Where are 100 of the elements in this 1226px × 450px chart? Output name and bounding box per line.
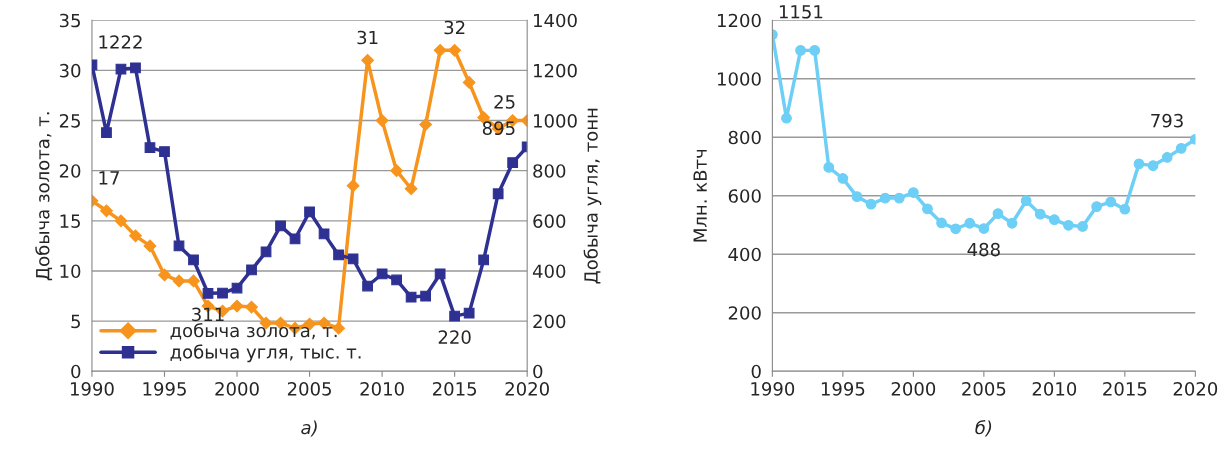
point [492,188,504,200]
point [851,191,863,203]
point [1006,217,1018,229]
y2-axis-title: Добыча угля, тонн [583,108,602,284]
point [115,63,127,75]
y-tick-label: 10 [60,264,81,279]
data-label: 1222 [99,35,142,49]
point [289,233,301,245]
point [1175,142,1187,154]
point [217,287,228,299]
data-label: 25 [494,95,515,109]
x-tick-label: 2015 [432,381,477,396]
text: а) [301,420,317,437]
y2-tick-label: 800 [533,164,566,178]
point [1020,195,1032,207]
point [362,280,373,292]
y-tick-label: 600 [728,189,761,203]
y2-tick-label: 1200 [534,63,577,78]
y-axis-title: Млн. кВтч [693,149,707,242]
point [433,43,447,57]
point [391,274,402,286]
point [405,291,417,303]
point [823,162,835,173]
point [143,239,157,253]
y-tick-label: 25 [59,113,80,128]
y-tick-label: 800 [728,130,761,145]
y-tick-label: 400 [728,247,761,262]
y-axis-title: Добыча золота, т. [35,112,53,281]
point [1133,158,1145,170]
point [434,268,446,280]
data-label: 793 [1151,113,1183,128]
legend-label: добыча угля, тыс. т. [170,344,361,363]
point [304,206,315,218]
y2-tick-label: 200 [533,314,566,329]
point [101,127,112,138]
x-tick-label: 2005 [287,381,331,396]
point [404,182,418,196]
data-label: 17 [99,171,119,185]
point [100,204,113,218]
point [448,43,462,57]
x-tick-label: 2015 [1103,381,1147,396]
point [318,228,330,240]
point [159,146,170,157]
point [507,157,519,169]
point [114,214,128,228]
point [246,264,257,276]
point [964,217,976,229]
point [230,299,244,313]
point [1048,214,1060,226]
point [1034,208,1046,220]
y2-tick-label: 0 [533,364,543,379]
data-label: 220 [438,330,471,344]
y-tick-label: 20 [59,164,81,178]
point [1119,203,1131,215]
y-tick-label: 15 [60,214,80,228]
y-tick-label: 30 [59,63,81,78]
point [992,208,1004,219]
point [865,198,877,210]
y2-tick-label: 600 [533,214,566,228]
y-tick-label: 1200 [718,13,761,28]
point [1091,201,1103,212]
x-tick-label: 1990 [751,381,795,396]
y-tick-label: 200 [728,306,761,320]
point [144,142,156,153]
point [781,112,792,124]
data-label: 311 [192,307,224,322]
point [907,187,919,198]
x-tick-label: 2010 [360,381,404,396]
legend-label: добыча золота, т. [170,323,337,340]
y2-tick-label: 400 [532,264,566,279]
point [1147,160,1159,171]
y-tick-label: 0 [751,364,761,379]
point [809,45,821,56]
point [419,118,433,131]
point [361,53,375,67]
y-tick-label: 0 [71,364,81,379]
point [449,310,461,322]
point [420,290,432,302]
point [837,173,849,184]
x-tick-label: 1990 [70,381,114,396]
x-tick-label: 1995 [821,381,865,396]
point [202,287,214,299]
point [129,229,142,243]
text: б) [975,420,992,437]
point [893,192,905,204]
point [978,223,990,234]
point [375,114,389,127]
point [1063,219,1074,231]
point [1105,196,1117,208]
point [922,203,933,215]
x-tick-label: 2000 [891,381,936,396]
x-tick-label: 2020 [505,381,549,396]
point [172,274,186,288]
point [390,164,404,178]
x-tick-label: 2000 [215,381,259,396]
point [795,45,806,56]
point [1161,152,1173,163]
data-label: 488 [967,242,1000,257]
point [879,192,891,204]
y2-tick-label: 1000 [534,113,577,128]
